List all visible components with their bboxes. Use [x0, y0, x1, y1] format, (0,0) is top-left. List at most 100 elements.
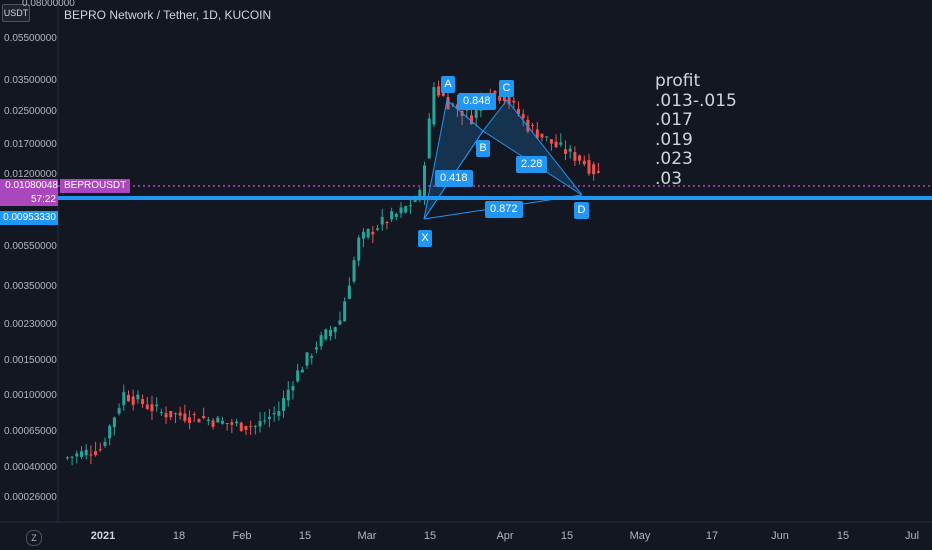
- candle-body: [437, 86, 441, 96]
- candle-body: [126, 394, 130, 402]
- bar-countdown-tag: 57:22: [0, 193, 58, 206]
- note-line: .019: [655, 129, 693, 150]
- candle-body: [343, 301, 347, 322]
- candle-body: [587, 160, 591, 174]
- candle-body: [521, 114, 525, 119]
- candle-body: [277, 411, 281, 416]
- candle-body: [211, 420, 215, 427]
- candle-body: [376, 228, 380, 230]
- candle-body: [404, 206, 408, 213]
- candle-body: [183, 413, 187, 421]
- candle-body: [235, 421, 239, 424]
- ratio-ac-label[interactable]: 0.848: [458, 93, 496, 110]
- note-line: profit: [655, 71, 701, 91]
- candle-body: [225, 423, 229, 425]
- candle-body: [103, 442, 107, 446]
- price-tick: 0.00040000: [4, 462, 57, 473]
- candle-body: [432, 87, 436, 125]
- candle-body: [549, 139, 553, 144]
- point-c-label[interactable]: C: [499, 80, 514, 97]
- top-price-label: 0.08000000: [22, 0, 75, 9]
- candle-body: [554, 141, 558, 148]
- date-tick: 15: [423, 530, 437, 542]
- candle-body: [408, 205, 412, 207]
- candle-body: [159, 412, 163, 414]
- candle-body: [258, 421, 262, 427]
- price-tick: 0.05500000: [4, 33, 57, 44]
- candle-body: [112, 417, 116, 428]
- candle-body: [178, 412, 182, 416]
- last-price-tag: 0.01080048: [0, 179, 58, 193]
- candle-body: [239, 422, 243, 432]
- candle-body: [352, 260, 356, 282]
- price-tick: 0.00100000: [4, 390, 57, 401]
- candle-body: [136, 394, 140, 400]
- ratio-xd-label[interactable]: 0.872: [485, 201, 523, 218]
- symbol-label: BEPROUSDT: [60, 179, 131, 193]
- candle-body: [582, 160, 586, 165]
- currency-badge[interactable]: USDT: [2, 4, 30, 22]
- candle-body: [563, 149, 567, 154]
- candle-body: [347, 285, 351, 299]
- candle-body: [507, 93, 511, 105]
- date-tick: 17: [705, 530, 719, 542]
- point-d-label[interactable]: D: [574, 202, 589, 219]
- candle-body: [446, 97, 450, 110]
- candle-body: [244, 426, 248, 430]
- candle-body: [427, 118, 431, 159]
- candle-body: [202, 415, 206, 419]
- candle-body: [122, 392, 126, 406]
- candle-body: [455, 104, 459, 110]
- candle-body: [164, 413, 168, 418]
- candle-body: [145, 404, 149, 409]
- price-tick: 0.00230000: [4, 319, 57, 330]
- chart-title[interactable]: BEPRO Network / Tether, 1D, KUCOIN: [64, 8, 272, 22]
- date-tick: 18: [172, 530, 186, 542]
- candle-body: [324, 329, 328, 340]
- note-line: .013-.015: [655, 90, 737, 111]
- candle-body: [385, 222, 389, 224]
- candle-body: [272, 412, 276, 415]
- candle-body: [361, 231, 365, 239]
- candle-body: [75, 453, 79, 457]
- date-tick: Jun: [771, 530, 789, 542]
- date-tick: 2021: [90, 530, 116, 542]
- candle-body: [192, 414, 196, 416]
- date-tick: May: [629, 530, 651, 542]
- candle-body: [117, 408, 121, 414]
- candle-body: [399, 207, 403, 214]
- price-tick: 0.00026000: [4, 492, 57, 503]
- candle-body: [220, 420, 224, 424]
- candle-body: [155, 404, 159, 407]
- ratio-xb-label[interactable]: 0.418: [435, 170, 473, 187]
- candle-body: [465, 109, 469, 111]
- candle-body: [531, 124, 535, 126]
- candle-body: [413, 200, 417, 202]
- candle-body: [371, 231, 375, 235]
- price-tick: 0.00065000: [4, 426, 57, 437]
- candle-body: [502, 95, 506, 102]
- candle-body: [253, 426, 257, 428]
- candle-body: [329, 329, 333, 336]
- candle-body: [516, 108, 520, 115]
- candle-body: [319, 335, 323, 347]
- timezone-button[interactable]: Z: [26, 530, 42, 546]
- date-tick: 15: [836, 530, 850, 542]
- price-tick: 0.02500000: [4, 106, 57, 117]
- note-line: .023: [655, 149, 693, 170]
- candle-body: [216, 417, 220, 423]
- date-tick: 15: [560, 530, 574, 542]
- candle-body: [470, 115, 474, 125]
- price-tick: 0.00150000: [4, 355, 57, 366]
- point-a-label[interactable]: A: [441, 76, 455, 93]
- candle-body: [535, 129, 539, 139]
- point-b-label[interactable]: B: [476, 140, 490, 157]
- ratio-bd-label[interactable]: 2.28: [516, 156, 548, 173]
- candle-body: [314, 347, 318, 350]
- profit-note[interactable]: profit .013-.015 .017 .019 .023 .03: [655, 71, 737, 190]
- candle-body: [98, 449, 102, 451]
- point-x-label[interactable]: X: [418, 230, 432, 247]
- candle-body: [188, 417, 192, 423]
